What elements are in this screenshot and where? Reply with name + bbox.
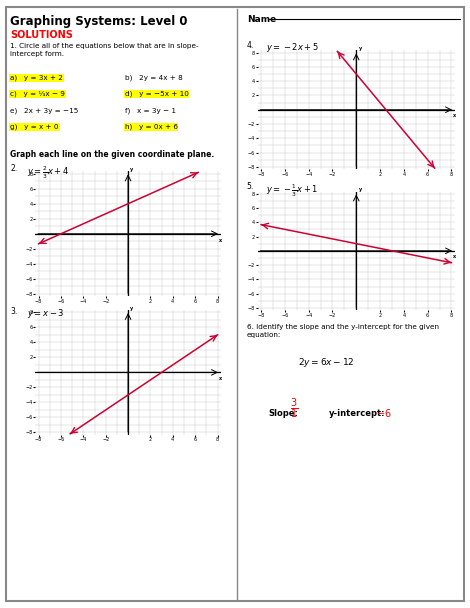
Text: y: y [359, 187, 362, 192]
Text: d)   y = −5x + 10: d) y = −5x + 10 [125, 91, 188, 97]
Text: $y = -\frac{1}{3}x + 1$: $y = -\frac{1}{3}x + 1$ [266, 182, 318, 199]
Text: $y = \frac{2}{3}x + 4$: $y = \frac{2}{3}x + 4$ [27, 164, 70, 181]
Text: x: x [219, 376, 222, 381]
Text: $y = -2x + 5$: $y = -2x + 5$ [266, 41, 318, 54]
Text: 6. Identify the slope and the y-intercept for the given
equation:: 6. Identify the slope and the y-intercep… [247, 324, 439, 338]
Text: 4.: 4. [247, 41, 254, 50]
Text: 1. Circle all of the equations below that are in slope-
intercept form.: 1. Circle all of the equations below tha… [10, 43, 199, 57]
Text: SOLUTIONS: SOLUTIONS [10, 30, 73, 40]
Text: Slope:: Slope: [268, 409, 298, 418]
Text: $-6$: $-6$ [376, 407, 392, 420]
Text: f)   x = 3y − 1: f) x = 3y − 1 [125, 108, 176, 114]
Text: b)   2y = 4x + 8: b) 2y = 4x + 8 [125, 75, 182, 81]
Text: Graph each line on the given coordinate plane.: Graph each line on the given coordinate … [10, 150, 215, 159]
Text: Graphing Systems: Level 0: Graphing Systems: Level 0 [10, 15, 188, 28]
Text: y-intercept:: y-intercept: [329, 409, 385, 418]
Text: $2y = 6x - 12$: $2y = 6x - 12$ [298, 356, 355, 368]
Text: y: y [130, 167, 133, 172]
Text: 3.: 3. [10, 307, 17, 316]
Text: x: x [453, 113, 456, 119]
Text: c)   y = ⅓x − 9: c) y = ⅓x − 9 [10, 91, 65, 97]
Text: $y = x - 3$: $y = x - 3$ [27, 307, 64, 320]
Text: x: x [453, 254, 456, 260]
Text: a)   y = 3x + 2: a) y = 3x + 2 [10, 75, 63, 81]
Text: x: x [219, 238, 222, 243]
Text: h)   y = 0x + 6: h) y = 0x + 6 [125, 124, 178, 130]
Text: y: y [130, 306, 133, 311]
Text: $\frac{3}{1}$: $\frac{3}{1}$ [290, 396, 298, 421]
Text: Name: Name [247, 15, 276, 24]
Text: e)   2x + 3y = −15: e) 2x + 3y = −15 [10, 108, 78, 114]
Text: 5.: 5. [247, 182, 254, 192]
Text: y: y [359, 46, 362, 51]
Text: g)   y = x + 0: g) y = x + 0 [10, 124, 59, 130]
Text: 2.: 2. [10, 164, 17, 173]
